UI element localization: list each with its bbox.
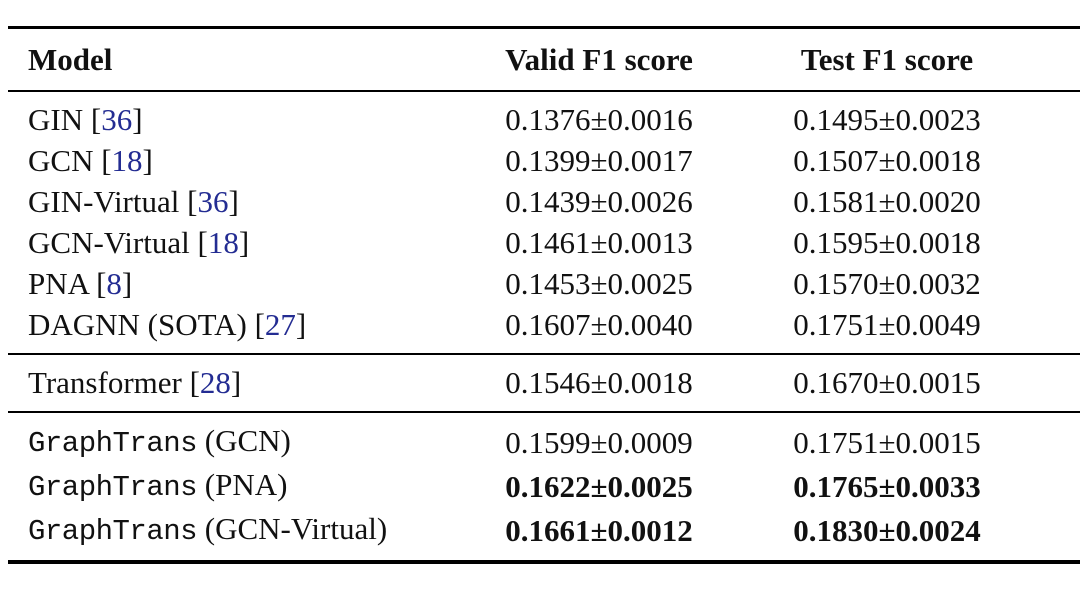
results-table: Model Valid F1 score Test F1 score GIN [… — [8, 26, 1080, 564]
table-row: GraphTrans (GCN) 0.1599±0.0009 0.1751±0.00… — [8, 412, 1080, 464]
test-f1-value: 0.1765±0.0033 — [793, 468, 981, 504]
valid-f1-value: 0.1599±0.0009 — [505, 424, 693, 460]
table-header: Model Valid F1 score Test F1 score — [8, 27, 1080, 92]
column-header-valid-f1: Valid F1 score — [438, 27, 760, 92]
citation-bracket-close: ] — [295, 307, 307, 342]
model-name: Transformer — [28, 365, 182, 400]
table-row: GraphTrans (PNA) 0.1622±0.0025 0.1765±0.00… — [8, 464, 1080, 508]
column-header-model: Model — [8, 27, 438, 92]
model-name: GraphTrans — [28, 471, 198, 504]
citation-link[interactable]: 27 — [264, 307, 296, 342]
model-name: GIN — [28, 102, 84, 137]
model-name-suffix: (PNA) — [197, 467, 288, 502]
valid-f1-value: 0.1461±0.0013 — [505, 225, 693, 260]
valid-f1-value: 0.1399±0.0017 — [505, 143, 693, 178]
table-row: GCN-Virtual [18] 0.1461±0.0013 0.1595±0.00… — [8, 222, 1080, 263]
citation-bracket-open: [ — [96, 266, 107, 301]
citation-link[interactable]: 18 — [111, 143, 143, 178]
valid-f1-value: 0.1439±0.0026 — [505, 184, 693, 219]
table-row: Transformer [28] 0.1546±0.0018 0.1670±0.00… — [8, 354, 1080, 412]
model-name-suffix: (GCN-Virtual) — [197, 511, 388, 546]
test-f1-value: 0.1581±0.0020 — [793, 184, 981, 219]
valid-f1-value: 0.1453±0.0025 — [505, 266, 693, 301]
model-cell: Transformer [28] — [8, 354, 438, 412]
model-name: GCN-Virtual — [28, 225, 190, 260]
model-cell: GraphTrans (GCN-Virtual) — [8, 508, 438, 562]
model-cell: DAGNN (SOTA) [27] — [8, 304, 438, 354]
model-name: GraphTrans — [28, 515, 198, 548]
table-section-1: Transformer [28] 0.1546±0.0018 0.1670±0.00… — [8, 354, 1080, 412]
test-f1-value: 0.1595±0.0018 — [793, 225, 981, 260]
citation-bracket-close: ] — [238, 225, 250, 260]
table-row: GIN-Virtual [36] 0.1439±0.0026 0.1581±0.00… — [8, 181, 1080, 222]
model-cell: GIN [36] — [8, 91, 438, 140]
model-cell: PNA [8] — [8, 263, 438, 304]
table-row: GCN [18] 0.1399±0.0017 0.1507±0.0018 — [8, 140, 1080, 181]
citation-link[interactable]: 36 — [197, 184, 229, 219]
table-section-0: GIN [36] 0.1376±0.0016 0.1495±0.0023 GCN [1… — [8, 91, 1080, 354]
model-cell: GraphTrans (GCN) — [8, 412, 438, 464]
model-name: GCN — [28, 143, 94, 178]
test-f1-value: 0.1751±0.0049 — [793, 307, 981, 342]
table-row: GIN [36] 0.1376±0.0016 0.1495±0.0023 — [8, 91, 1080, 140]
citation-bracket-close: ] — [142, 143, 153, 178]
header-row: Model Valid F1 score Test F1 score — [8, 27, 1080, 92]
model-cell: GraphTrans (PNA) — [8, 464, 438, 508]
citation-bracket-close: ] — [228, 184, 239, 219]
citation-bracket-open: [ — [254, 307, 265, 342]
table-row: GraphTrans (GCN-Virtual) 0.1661±0.0012 0.1… — [8, 508, 1080, 562]
test-f1-value: 0.1670±0.0015 — [793, 365, 981, 400]
citation-bracket-open: [ — [197, 225, 208, 260]
citation-link[interactable]: 36 — [101, 102, 133, 137]
model-cell: GCN-Virtual [18] — [8, 222, 438, 263]
valid-f1-value: 0.1376±0.0016 — [505, 102, 693, 137]
table-section-2: GraphTrans (GCN) 0.1599±0.0009 0.1751±0.00… — [8, 412, 1080, 562]
citation-bracket-close: ] — [121, 266, 133, 301]
valid-f1-value: 0.1607±0.0040 — [505, 307, 693, 342]
model-name: PNA — [28, 266, 89, 301]
citation-link[interactable]: 8 — [106, 266, 122, 301]
citation-bracket-open: [ — [187, 184, 198, 219]
citation-bracket-open: [ — [90, 102, 102, 137]
citation-link[interactable]: 28 — [199, 365, 231, 400]
model-cell: GIN-Virtual [36] — [8, 181, 438, 222]
model-name: GIN-Virtual — [28, 184, 180, 219]
test-f1-value: 0.1830±0.0024 — [793, 512, 981, 548]
test-f1-value: 0.1570±0.0032 — [793, 266, 981, 301]
valid-f1-value: 0.1661±0.0012 — [505, 512, 693, 548]
citation-link[interactable]: 18 — [207, 225, 239, 260]
citation-bracket-open: [ — [101, 143, 112, 178]
model-name-suffix: (GCN) — [197, 423, 291, 458]
table-row: PNA [8] 0.1453±0.0025 0.1570±0.0032 — [8, 263, 1080, 304]
test-f1-value: 0.1751±0.0015 — [793, 424, 981, 460]
citation-bracket-open: [ — [189, 365, 200, 400]
citation-bracket-close: ] — [132, 102, 143, 137]
table-row: DAGNN (SOTA) [27] 0.1607±0.0040 0.1751±0.0… — [8, 304, 1080, 354]
model-cell: GCN [18] — [8, 140, 438, 181]
valid-f1-value: 0.1546±0.0018 — [505, 365, 693, 400]
test-f1-value: 0.1495±0.0023 — [793, 102, 981, 137]
model-name: DAGNN (SOTA) — [28, 307, 247, 342]
valid-f1-value: 0.1622±0.0025 — [505, 468, 693, 504]
citation-bracket-close: ] — [230, 365, 242, 400]
test-f1-value: 0.1507±0.0018 — [793, 143, 981, 178]
column-header-test-f1: Test F1 score — [760, 27, 1080, 92]
model-name: GraphTrans — [28, 427, 198, 460]
